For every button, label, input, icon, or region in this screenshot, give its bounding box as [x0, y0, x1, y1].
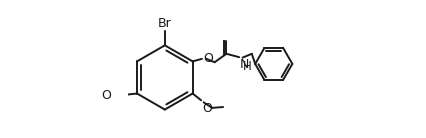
Text: O: O [101, 89, 111, 102]
Text: Br: Br [158, 17, 172, 30]
Text: H: H [243, 60, 252, 73]
Text: N: N [240, 58, 249, 71]
Text: O: O [202, 102, 212, 115]
Text: O: O [203, 51, 213, 64]
